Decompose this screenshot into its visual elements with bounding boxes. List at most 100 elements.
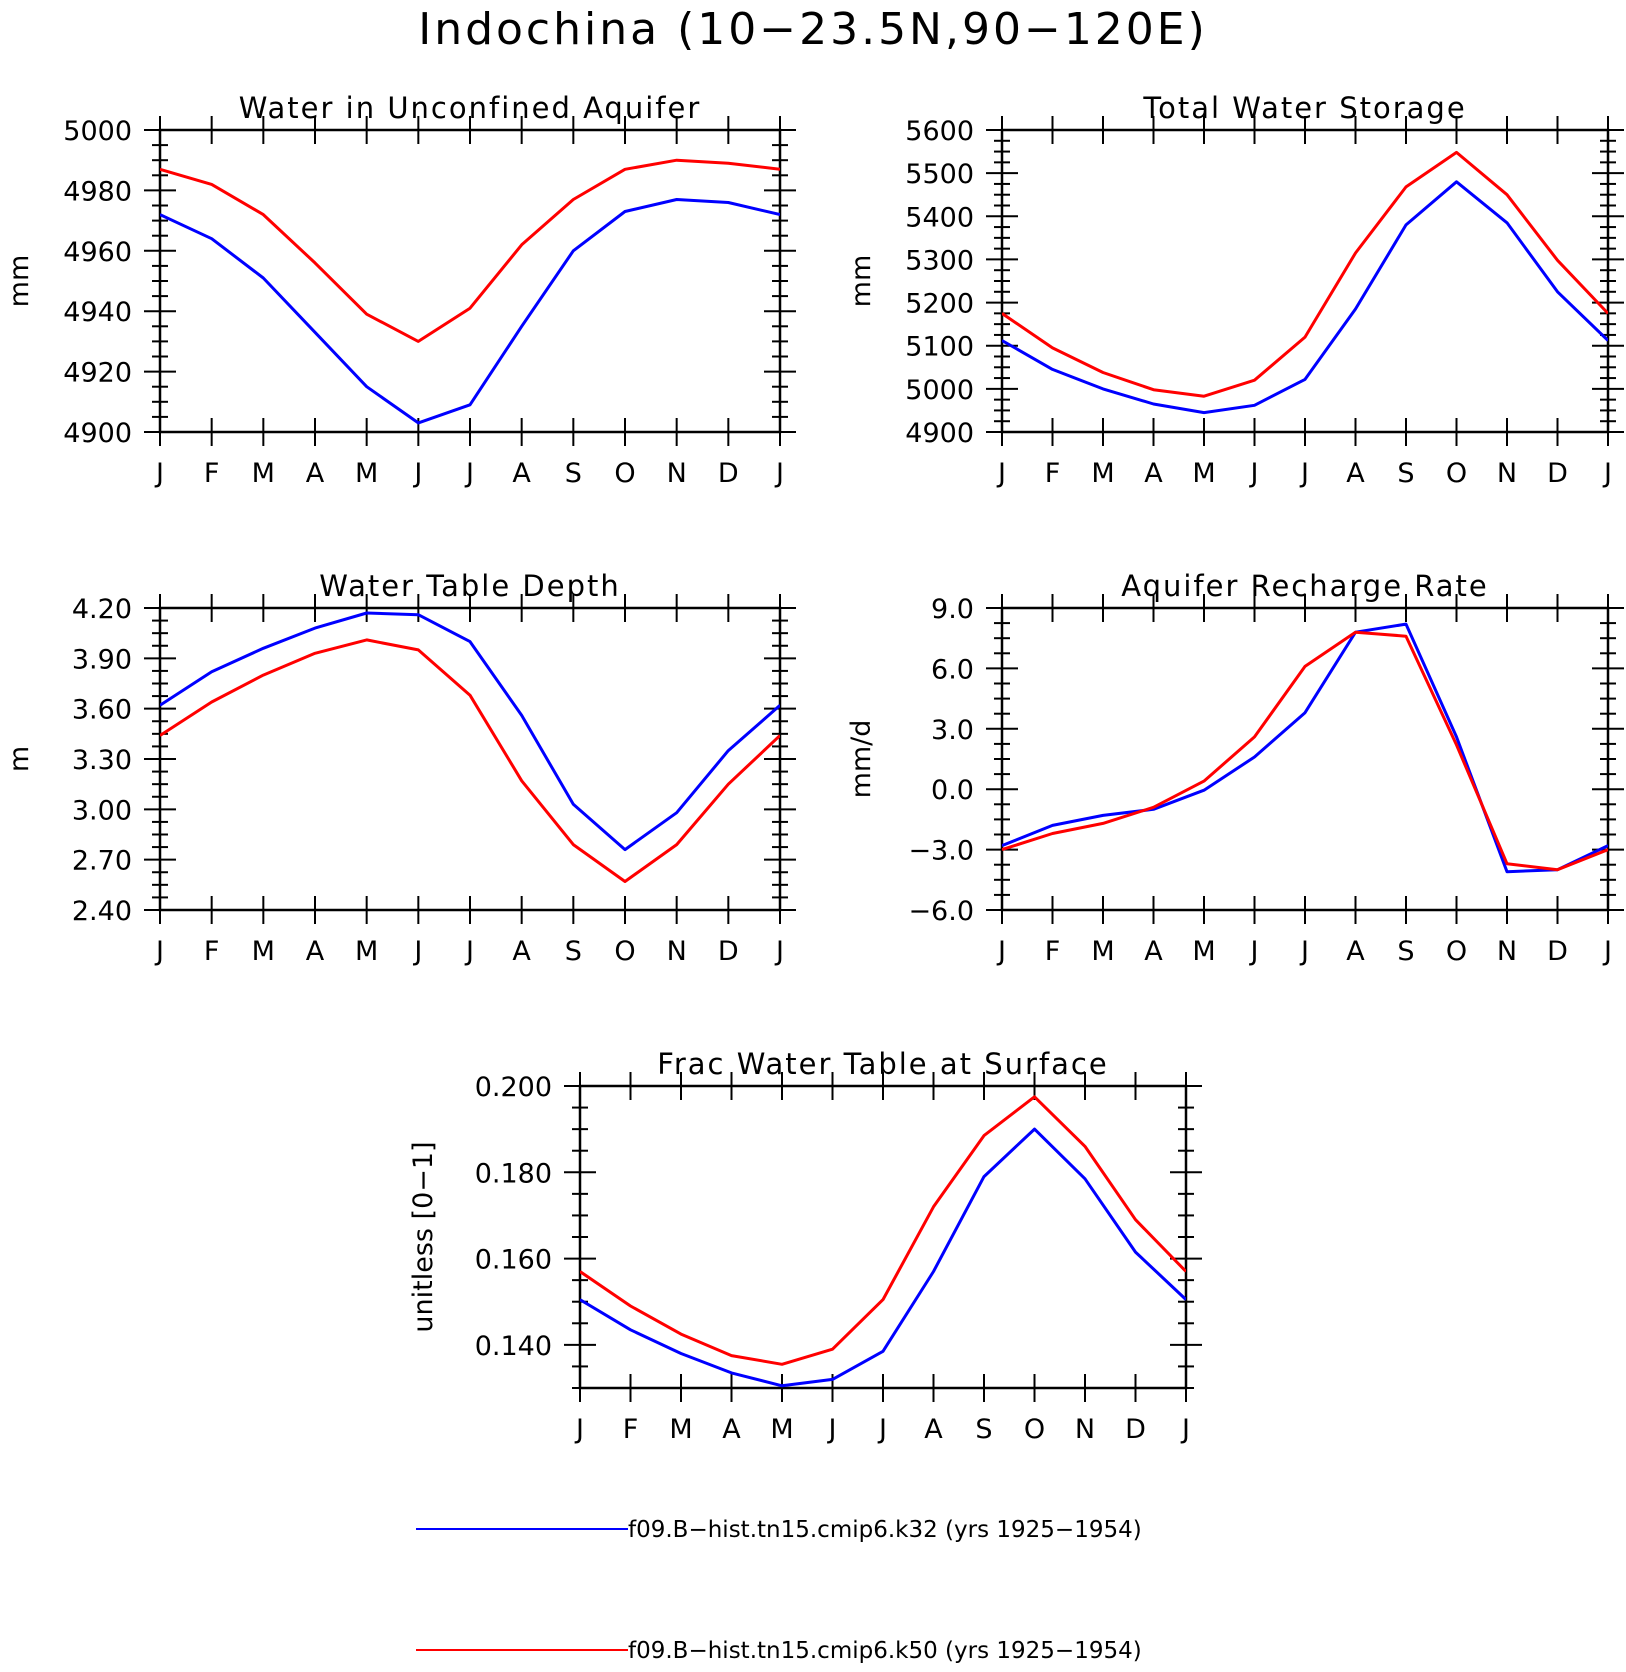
panel-3: Water Table Depth2.402.703.003.303.603.9…: [4, 569, 796, 967]
series-line-k32: [1002, 622, 1608, 874]
y-tick-label: 4900: [63, 418, 132, 449]
x-tick-label: J: [412, 458, 422, 489]
legend-label: f09.B−hist.tn15.cmip6.k32 (yrs 1925−1954…: [628, 1517, 1142, 1543]
x-tick-label: J: [996, 458, 1006, 489]
y-tick-label: 2.70: [72, 846, 132, 877]
x-tick-label: S: [565, 936, 582, 967]
x-tick-label: O: [1446, 936, 1467, 967]
x-tick-label: J: [464, 936, 474, 967]
x-tick-label: N: [1075, 1414, 1095, 1445]
panel-5: Frac Water Table at Surface0.1400.1600.1…: [408, 1047, 1202, 1445]
y-tick-label: −6.0: [908, 896, 974, 927]
x-tick-label: S: [975, 1414, 992, 1445]
y-tick-label: 5500: [905, 159, 974, 190]
y-tick-label: 3.0: [931, 715, 974, 746]
y-tick-label: 4.20: [72, 594, 132, 625]
x-tick-label: A: [306, 936, 325, 967]
series-line-k50: [160, 638, 780, 883]
x-tick-label: A: [512, 936, 531, 967]
y-tick-label: 0.0: [931, 775, 974, 806]
y-tick-label: 0.140: [475, 1331, 552, 1362]
x-tick-label: J: [1249, 458, 1259, 489]
series-line-k50: [1002, 150, 1608, 398]
x-tick-label: M: [355, 936, 378, 967]
x-tick-label: F: [204, 936, 220, 967]
series-line-k32: [160, 198, 780, 425]
x-tick-label: S: [565, 458, 582, 489]
y-tick-label: 3.00: [72, 795, 132, 826]
x-tick-label: N: [667, 458, 687, 489]
x-tick-label: J: [1299, 936, 1309, 967]
series-line-k32: [1002, 180, 1608, 415]
legend: f09.B−hist.tn15.cmip6.k32 (yrs 1925−1954…: [416, 1517, 1142, 1664]
x-tick-label: M: [252, 458, 275, 489]
y-axis-label: m: [4, 746, 35, 772]
x-tick-label: J: [1299, 458, 1309, 489]
y-tick-label: 5600: [905, 116, 974, 147]
x-tick-label: M: [770, 1414, 793, 1445]
x-tick-label: M: [1091, 458, 1114, 489]
y-tick-label: 4940: [63, 297, 132, 328]
x-tick-label: F: [623, 1414, 639, 1445]
y-tick-label: −3.0: [908, 836, 974, 867]
y-tick-label: 3.60: [72, 695, 132, 726]
x-tick-label: J: [877, 1414, 887, 1445]
x-tick-label: J: [774, 936, 784, 967]
y-tick-label: 9.0: [931, 594, 974, 625]
y-tick-label: 0.180: [475, 1158, 552, 1189]
x-tick-label: A: [306, 458, 325, 489]
x-tick-label: N: [667, 936, 687, 967]
x-tick-label: S: [1397, 458, 1414, 489]
x-tick-label: J: [574, 1414, 584, 1445]
y-axis-label: mm: [846, 255, 877, 308]
y-axis-label: unitless [0−1]: [408, 1141, 439, 1332]
x-tick-label: D: [1547, 458, 1568, 489]
x-tick-label: M: [252, 936, 275, 967]
x-tick-label: J: [996, 936, 1006, 967]
legend-label: f09.B−hist.tn15.cmip6.k50 (yrs 1925−1954…: [628, 1638, 1142, 1664]
x-tick-label: J: [154, 936, 164, 967]
y-axis-label: mm: [4, 255, 35, 308]
panel-title: Total Water Storage: [1142, 91, 1466, 125]
y-tick-label: 3.90: [72, 644, 132, 675]
x-tick-label: A: [722, 1414, 741, 1445]
y-tick-label: 4980: [63, 176, 132, 207]
panel-4: Aquifer Recharge Rate−6.0−3.00.03.06.09.…: [846, 569, 1624, 967]
x-tick-label: F: [204, 458, 220, 489]
y-tick-label: 2.40: [72, 896, 132, 927]
y-axis-label: mm/d: [846, 720, 877, 799]
x-tick-label: J: [412, 936, 422, 967]
x-tick-label: A: [1346, 458, 1365, 489]
x-tick-label: O: [1446, 458, 1467, 489]
x-tick-label: O: [614, 458, 635, 489]
y-tick-label: 0.160: [475, 1245, 552, 1276]
y-tick-label: 0.200: [475, 1072, 552, 1103]
x-tick-label: A: [1144, 936, 1163, 967]
x-tick-label: D: [718, 936, 739, 967]
y-tick-label: 5000: [905, 375, 974, 406]
x-tick-label: J: [464, 458, 474, 489]
x-tick-label: D: [718, 458, 739, 489]
x-tick-label: J: [1602, 458, 1612, 489]
y-tick-label: 4900: [905, 418, 974, 449]
x-tick-label: J: [1180, 1414, 1190, 1445]
x-tick-label: J: [1249, 936, 1259, 967]
series-line-k50: [160, 158, 780, 343]
x-tick-label: O: [614, 936, 635, 967]
series-line-k32: [160, 611, 780, 852]
x-tick-label: N: [1497, 936, 1517, 967]
x-tick-label: A: [1144, 458, 1163, 489]
x-tick-label: F: [1045, 458, 1061, 489]
x-tick-label: A: [1346, 936, 1365, 967]
y-tick-label: 5400: [905, 202, 974, 233]
x-tick-label: M: [1192, 458, 1215, 489]
series-line-k50: [1002, 630, 1608, 872]
y-tick-label: 3.30: [72, 745, 132, 776]
x-tick-label: N: [1497, 458, 1517, 489]
y-tick-label: 5100: [905, 332, 974, 363]
x-tick-label: J: [827, 1414, 837, 1445]
panels: Water in Unconfined Aquifer4900492049404…: [4, 91, 1624, 1445]
y-tick-label: 4920: [63, 358, 132, 389]
x-tick-label: J: [774, 458, 784, 489]
x-tick-label: D: [1125, 1414, 1146, 1445]
